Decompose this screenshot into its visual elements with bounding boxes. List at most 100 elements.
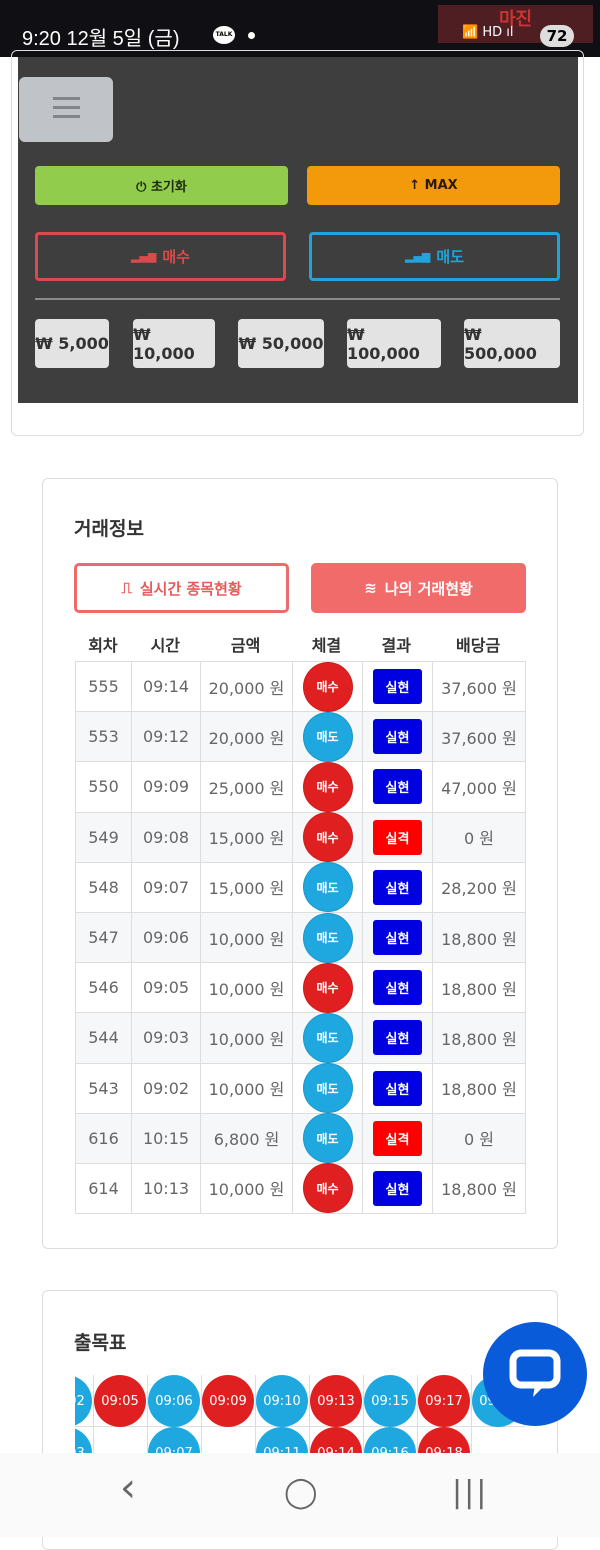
signal-icon: ▂▄▆ xyxy=(131,250,157,263)
result-marker: 09:17 xyxy=(418,1375,470,1427)
cell-amount: 10,000 원 xyxy=(200,1013,292,1063)
menu-button[interactable] xyxy=(19,77,113,142)
cell-execution: 매수 xyxy=(292,1163,362,1214)
table-row: 555 09:14 20,000 원 매수 실현 37,600 원 xyxy=(75,662,526,713)
cell-payout: 18,800 원 xyxy=(432,1063,526,1113)
max-button[interactable]: ↑ MAX xyxy=(307,166,560,205)
result-badge: 실현 xyxy=(373,920,422,956)
result-badge: 실현 xyxy=(373,1070,422,1106)
sell-button[interactable]: ▂▄▆ 매도 xyxy=(309,232,560,281)
cell-result: 실현 xyxy=(362,963,432,1013)
signal-icons: 📶 HD ıl xyxy=(462,25,514,40)
result-badge: 실격 xyxy=(373,819,422,855)
cell-text: 0 원 xyxy=(464,1130,494,1150)
home-button[interactable]: ◯ xyxy=(284,1475,318,1510)
amount-button-5000[interactable]: ₩ 5,000 xyxy=(35,319,109,368)
header-amount: 금액 xyxy=(230,636,261,655)
cell-execution: 매도 xyxy=(292,1063,362,1114)
cell-text: 25,000 원 xyxy=(208,778,285,798)
cell-payout: 37,600 원 xyxy=(432,662,526,712)
cell-result: 실현 xyxy=(362,912,432,963)
cell-execution: 매수 xyxy=(292,812,362,863)
cell-payout: 0 원 xyxy=(432,1113,526,1163)
table-row: 616 10:15 6,800 원 매도 실격 0 원 xyxy=(75,1113,526,1164)
cell-time: 09:08 xyxy=(131,812,200,862)
cell-result: 실현 xyxy=(362,1163,432,1214)
cell-text: 09:08 xyxy=(142,827,190,847)
cell-time: 09:07 xyxy=(131,862,200,912)
amount-button-100000[interactable]: ₩ 100,000 xyxy=(347,319,441,368)
cell-time: 09:09 xyxy=(131,762,200,812)
result-marker: 09:10 xyxy=(256,1375,308,1427)
amount-button-10000[interactable]: ₩ 10,000 xyxy=(133,319,215,368)
header-payout: 배당금 xyxy=(456,636,501,655)
cell-text: 09:06 xyxy=(142,928,190,948)
recents-button[interactable]: ||| xyxy=(452,1475,489,1510)
cell-text: 10,000 원 xyxy=(208,979,285,999)
cell-text: 37,600 원 xyxy=(441,728,517,748)
result-marker: 09:09 xyxy=(202,1375,254,1427)
trade-info-card xyxy=(42,478,558,1249)
cell-text: 0 원 xyxy=(464,829,494,849)
grid-cell: 09:02 xyxy=(75,1375,94,1427)
table-row: 543 09:02 10,000 원 매도 실현 18,800 원 xyxy=(75,1063,526,1114)
amount-button-50000[interactable]: ₩ 50,000 xyxy=(238,319,324,368)
cell-round: 548 xyxy=(75,862,131,912)
cell-amount: 15,000 원 xyxy=(200,812,292,862)
grid-cell: 09:10 xyxy=(256,1375,310,1427)
control-card xyxy=(11,50,584,436)
cell-time: 09:03 xyxy=(131,1013,200,1063)
cell-text: 616 xyxy=(88,1128,119,1148)
cell-payout: 28,200 원 xyxy=(432,862,526,912)
cell-result: 실현 xyxy=(362,662,432,712)
result-marker: 09:15 xyxy=(364,1375,416,1427)
chat-icon xyxy=(509,1349,561,1397)
cell-text: 546 xyxy=(88,978,119,998)
execution-badge: 매수 xyxy=(302,1163,353,1214)
table-row: 548 09:07 15,000 원 매도 실현 28,200 원 xyxy=(75,862,526,913)
cell-text: 555 xyxy=(88,677,119,697)
result-marker: 09:07 xyxy=(148,1427,200,1453)
result-grid[interactable]: 09:0209:0509:0609:0909:1009:1309:1509:17… xyxy=(75,1375,525,1453)
cell-text: 10,000 원 xyxy=(208,929,285,949)
amount-button-500000[interactable]: ₩ 500,000 xyxy=(464,319,560,368)
menu-icon-bar xyxy=(53,115,80,118)
cell-result: 실현 xyxy=(362,1063,432,1113)
reset-button[interactable]: ⏻ 초기화 xyxy=(35,166,288,205)
cell-text: 09:03 xyxy=(142,1028,190,1048)
buy-label: 매수 xyxy=(162,248,190,266)
cell-round: 550 xyxy=(75,762,131,812)
cell-text: 10:13 xyxy=(142,1178,190,1198)
trade-table[interactable]: 555 09:14 20,000 원 매수 실현 37,600 원 553 09:12 20,0… xyxy=(75,661,526,1215)
cell-result: 실현 xyxy=(362,712,432,762)
divider xyxy=(35,298,560,300)
tab-realtime[interactable]: ⎍ 실시간 종목현황 xyxy=(74,563,289,613)
cell-text: 544 xyxy=(88,1028,119,1048)
cell-execution: 매도 xyxy=(292,1113,362,1164)
cell-time: 09:05 xyxy=(131,963,200,1013)
tab-my-trades[interactable]: ≋ 나의 거래현황 xyxy=(311,563,526,613)
buy-button[interactable]: ▂▄▆ 매수 xyxy=(35,232,286,281)
grid-cell: 09:14 xyxy=(310,1427,364,1453)
result-marker: 09:05 xyxy=(94,1375,146,1427)
chat-button[interactable] xyxy=(483,1322,587,1426)
header-execution: 체결 xyxy=(311,636,342,655)
result-marker: 09:11 xyxy=(256,1427,308,1453)
cell-payout: 18,800 원 xyxy=(432,1013,526,1063)
execution-badge: 매도 xyxy=(302,1012,353,1063)
cell-text: 18,800 원 xyxy=(441,929,517,949)
cell-round: 614 xyxy=(75,1163,131,1214)
cell-text: 09:05 xyxy=(142,978,190,998)
execution-badge: 매수 xyxy=(302,761,353,812)
result-badge: 실격 xyxy=(373,1120,422,1156)
cell-amount: 20,000 원 xyxy=(200,712,292,762)
grid-cell xyxy=(472,1427,525,1453)
cell-text: 09:14 xyxy=(142,677,190,697)
result-badge: 실현 xyxy=(373,1020,422,1056)
execution-badge: 매도 xyxy=(302,1063,353,1114)
grid-cell xyxy=(202,1427,256,1453)
menu-icon xyxy=(53,97,80,100)
header-time: 시간 xyxy=(150,636,181,655)
back-button[interactable]: ‹ xyxy=(120,1465,136,1511)
cell-text: 543 xyxy=(88,1078,119,1098)
